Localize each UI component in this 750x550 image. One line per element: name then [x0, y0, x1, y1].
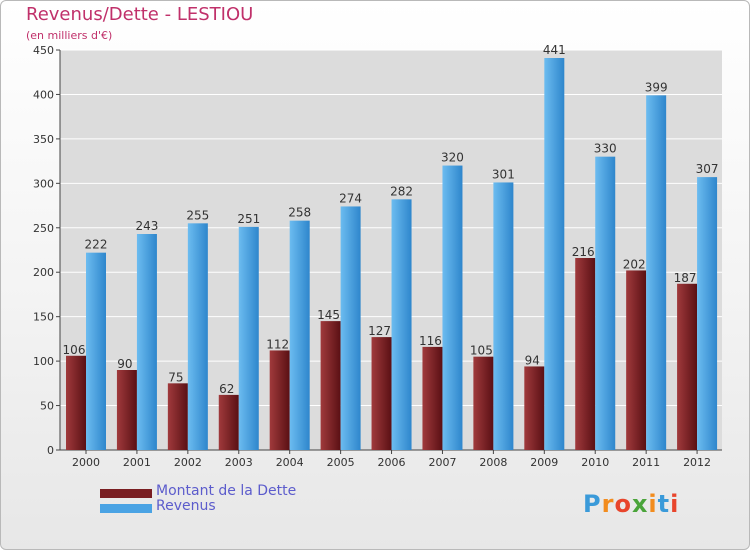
logo-letter: P [583, 490, 602, 518]
y-tick-label: 200 [33, 266, 54, 279]
data-label-revenus: 399 [645, 80, 668, 94]
data-label-dette: 106 [63, 343, 86, 357]
data-label-dette: 145 [317, 308, 340, 322]
x-tick-label: 2009 [530, 456, 558, 469]
bar-dette [167, 383, 188, 450]
bar-revenus [238, 226, 259, 450]
y-tick-label: 250 [33, 222, 54, 235]
bar-revenus [442, 165, 463, 451]
data-label-revenus: 301 [492, 167, 515, 181]
x-tick-label: 2010 [581, 456, 609, 469]
data-label-dette: 62 [219, 382, 234, 396]
x-tick-label: 2001 [123, 456, 151, 469]
bar-dette [320, 321, 341, 450]
bar-dette [269, 350, 290, 450]
y-tick-label: 50 [40, 400, 54, 413]
data-label-revenus: 255 [186, 208, 209, 222]
chart-title: Revenus/Dette - LESTIOU [26, 4, 254, 25]
y-tick-label: 100 [33, 355, 54, 368]
data-label-revenus: 222 [85, 238, 108, 252]
bar-revenus [187, 223, 208, 450]
bar-revenus [595, 156, 616, 450]
bar-dette [677, 283, 698, 450]
data-label-dette: 75 [168, 370, 183, 384]
logo-letter: r [601, 490, 615, 518]
y-tick-label: 300 [33, 177, 54, 190]
logo-letter: x [631, 490, 649, 518]
data-label-revenus: 282 [390, 184, 413, 198]
data-label-dette: 112 [266, 337, 289, 351]
x-tick-label: 2003 [225, 456, 253, 469]
proxiti-logo: Proxiti [583, 490, 679, 518]
x-tick-label: 2005 [327, 456, 355, 469]
bar-revenus [697, 177, 718, 450]
y-tick-label: 350 [33, 133, 54, 146]
bar-revenus [646, 95, 667, 450]
bar-revenus [136, 234, 157, 450]
bar-dette [218, 394, 239, 450]
y-tick-label: 150 [33, 311, 54, 324]
x-tick-label: 2012 [683, 456, 711, 469]
data-label-revenus: 320 [441, 151, 464, 165]
y-tick-label: 450 [33, 44, 54, 57]
bar-dette [371, 337, 392, 450]
x-tick-label: 2011 [632, 456, 660, 469]
data-label-revenus: 258 [288, 206, 311, 220]
bar-revenus [340, 206, 361, 450]
legend-swatch-revenus [100, 504, 152, 513]
bar-dette [422, 346, 443, 450]
data-label-revenus: 251 [237, 212, 260, 226]
legend-label-dette: Montant de la Dette [156, 483, 297, 499]
logo-letter: i [670, 490, 680, 518]
data-label-revenus: 330 [594, 142, 617, 156]
legend-swatch-dette [100, 489, 152, 498]
data-label-dette: 127 [368, 324, 391, 338]
bar-dette [626, 270, 647, 450]
data-label-dette: 94 [525, 353, 540, 367]
x-tick-label: 2000 [72, 456, 100, 469]
x-tick-label: 2004 [276, 456, 304, 469]
y-tick-label: 400 [33, 88, 54, 101]
x-tick-label: 2006 [378, 456, 406, 469]
logo-letter: t [657, 490, 671, 518]
legend-label-revenus: Revenus [156, 498, 216, 514]
data-label-revenus: 441 [543, 43, 566, 57]
data-label-dette: 90 [117, 357, 132, 371]
bar-revenus [391, 199, 412, 450]
chart-subtitle: (en milliers d'€) [26, 29, 113, 42]
bar-dette [116, 370, 137, 450]
data-label-revenus: 274 [339, 191, 362, 205]
data-label-dette: 202 [623, 257, 646, 271]
bar-dette [524, 366, 545, 450]
data-label-dette: 105 [470, 344, 493, 358]
data-label-revenus: 243 [135, 219, 158, 233]
bar-dette [473, 356, 494, 450]
bar-revenus [544, 58, 565, 450]
x-tick-label: 2002 [174, 456, 202, 469]
bar-dette [575, 258, 596, 450]
data-label-dette: 187 [674, 271, 697, 285]
logo-letter: i [648, 490, 658, 518]
y-tick-label: 0 [47, 444, 54, 457]
bar-revenus [289, 220, 310, 450]
logo-letter: o [614, 490, 632, 518]
data-label-dette: 216 [572, 245, 595, 259]
x-tick-label: 2008 [479, 456, 507, 469]
x-tick-label: 2007 [428, 456, 456, 469]
data-label-revenus: 307 [696, 162, 719, 176]
data-label-dette: 116 [419, 334, 442, 348]
bar-revenus [86, 252, 106, 450]
bar-dette [66, 355, 86, 450]
bar-revenus [493, 182, 514, 450]
